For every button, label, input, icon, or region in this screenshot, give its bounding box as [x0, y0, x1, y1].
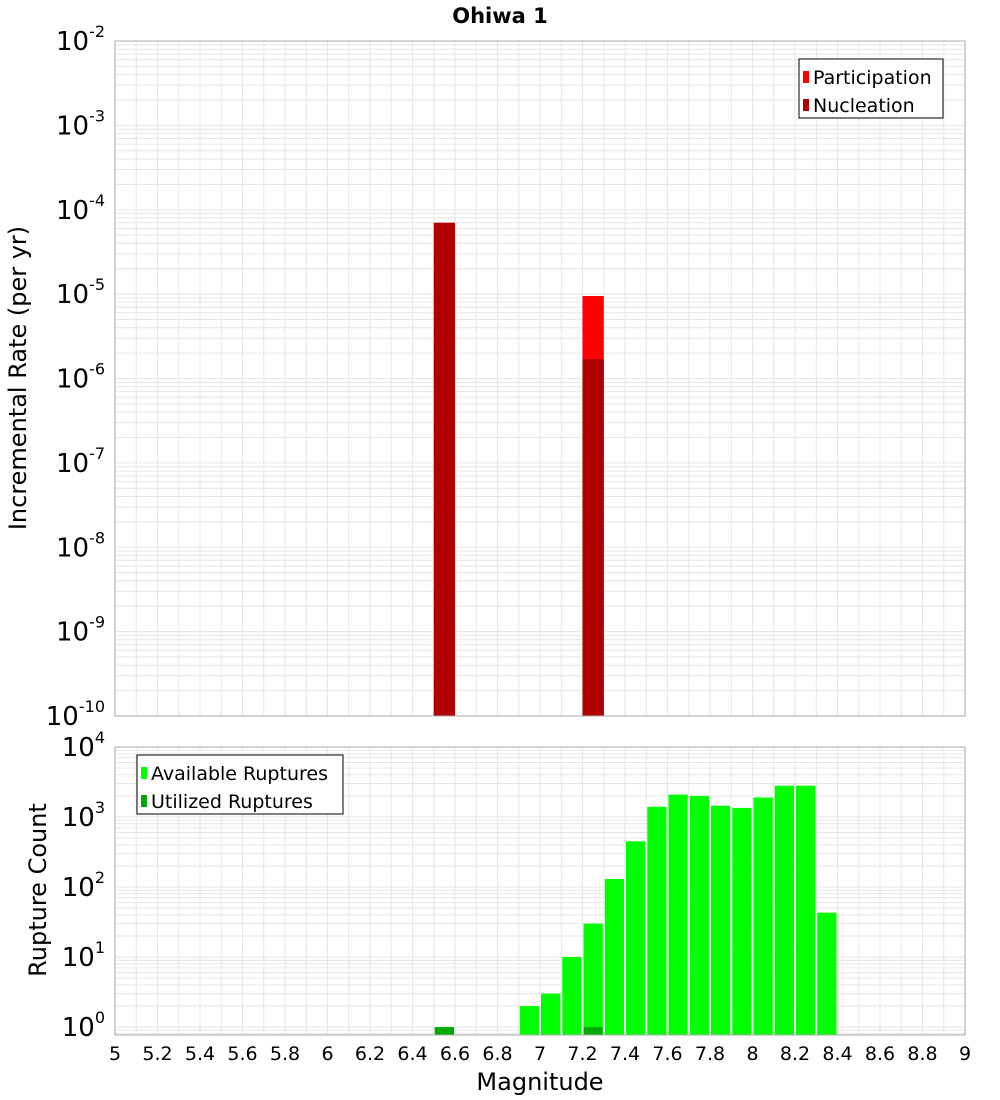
bottom-y-axis-label: Rupture Count	[24, 803, 52, 977]
x-tick-label-0: 5	[109, 1043, 121, 1065]
top-y-tick-label-6: 10-4	[56, 191, 105, 226]
x-tick-label-12: 7.4	[610, 1043, 640, 1065]
bottom-plot-series-0-bar-8	[668, 794, 688, 1035]
top-plot-legend-swatch-1	[803, 99, 809, 111]
bottom-plot-legend-box	[136, 754, 344, 815]
top-plot-border	[114, 40, 966, 717]
x-tick-label-9: 6.8	[482, 1043, 512, 1065]
top-y-tick-label-1: 10-9	[56, 613, 105, 648]
x-axis-label: Magnitude	[476, 1068, 603, 1096]
bottom-plot-series-0-bar-3	[562, 957, 582, 1035]
top-plot-legend-label-0: Participation	[813, 67, 932, 89]
top-y-tick-label-3: 10-7	[56, 444, 105, 479]
top-y-tick-label-8: 10-2	[56, 22, 105, 57]
chart-title: Ohiwa 1	[452, 4, 548, 28]
top-plot-legend-swatch-0	[803, 71, 809, 83]
top-y-tick-label-7: 10-3	[56, 106, 105, 141]
top-y-axis-label: Incremental Rate (per yr)	[4, 226, 32, 530]
x-tick-label-15: 8	[746, 1043, 758, 1065]
top-y-tick-label-2: 10-8	[56, 528, 105, 563]
top-plot-series-1-bar-1	[582, 359, 604, 716]
bottom-plot-series-0-bar-12	[753, 797, 773, 1035]
bottom-y-tick-label-2: 102	[62, 868, 105, 903]
bottom-y-tick-label-0: 100	[62, 1008, 105, 1043]
x-tick-label-14: 7.8	[695, 1043, 725, 1065]
bottom-plot-series-0-bar-15	[817, 912, 837, 1035]
bottom-y-tick-label-4: 104	[62, 728, 105, 763]
bottom-y-tick-label-3: 103	[62, 798, 105, 833]
x-tick-label-6: 6.2	[355, 1043, 385, 1065]
top-y-tick-label-4: 10-6	[56, 360, 105, 395]
x-tick-label-20: 9	[959, 1043, 971, 1065]
bottom-plot-series-0-bar-11	[732, 807, 752, 1035]
bottom-plot-series-0-bar-10	[711, 805, 731, 1035]
top-y-tick-label-0: 10-10	[46, 697, 105, 732]
bottom-plot-series-0-bar-2	[541, 993, 561, 1035]
top-plot-series-1-bar-0	[433, 222, 455, 717]
bottom-plot-series-0-bar-4	[583, 923, 603, 1035]
bottom-plot-series-0-bar-5	[604, 879, 624, 1035]
x-tick-label-5: 6	[321, 1043, 333, 1065]
bottom-plot-series-1-bar-1	[583, 1027, 603, 1035]
bottom-plot-series-1-bar-0	[434, 1027, 454, 1035]
top-plot-legend-box	[798, 58, 944, 119]
bottom-plot-legend-label-0: Available Ruptures	[151, 763, 328, 785]
bottom-plot-border	[114, 746, 966, 1036]
bottom-plot-series-0-bar-9	[689, 795, 710, 1035]
x-tick-label-1: 5.2	[142, 1043, 172, 1065]
x-tick-label-3: 5.6	[227, 1043, 257, 1065]
bottom-plot-series-0-bar-1	[519, 1006, 540, 1035]
top-plot-legend-label-1: Nucleation	[813, 95, 915, 117]
bottom-plot-series-0-bar-6	[626, 841, 646, 1035]
bottom-plot-legend-swatch-1	[141, 795, 147, 807]
top-y-tick-label-5: 10-5	[56, 275, 105, 310]
x-tick-label-17: 8.4	[822, 1043, 852, 1065]
x-tick-label-19: 8.8	[907, 1043, 937, 1065]
bottom-plot-grid	[114, 747, 966, 1035]
x-tick-label-11: 7.2	[567, 1043, 597, 1065]
bottom-plot-series-0-bar-13	[774, 785, 794, 1035]
bottom-plot-legend-swatch-0	[141, 767, 147, 779]
x-tick-label-13: 7.6	[652, 1043, 682, 1065]
x-tick-label-4: 5.8	[270, 1043, 300, 1065]
top-plot-grid	[114, 41, 966, 717]
x-tick-label-16: 8.2	[780, 1043, 810, 1065]
bottom-plot-series-0-bar-14	[796, 785, 816, 1035]
bottom-plot-series-0-bar-7	[647, 806, 667, 1035]
bottom-y-tick-label-1: 101	[62, 938, 105, 973]
x-tick-label-8: 6.6	[440, 1043, 470, 1065]
x-tick-label-18: 8.6	[865, 1043, 895, 1065]
x-tick-label-2: 5.4	[185, 1043, 215, 1065]
x-tick-label-7: 6.4	[397, 1043, 427, 1065]
bottom-plot-legend-label-1: Utilized Ruptures	[151, 791, 313, 813]
x-tick-label-10: 7	[534, 1043, 546, 1065]
